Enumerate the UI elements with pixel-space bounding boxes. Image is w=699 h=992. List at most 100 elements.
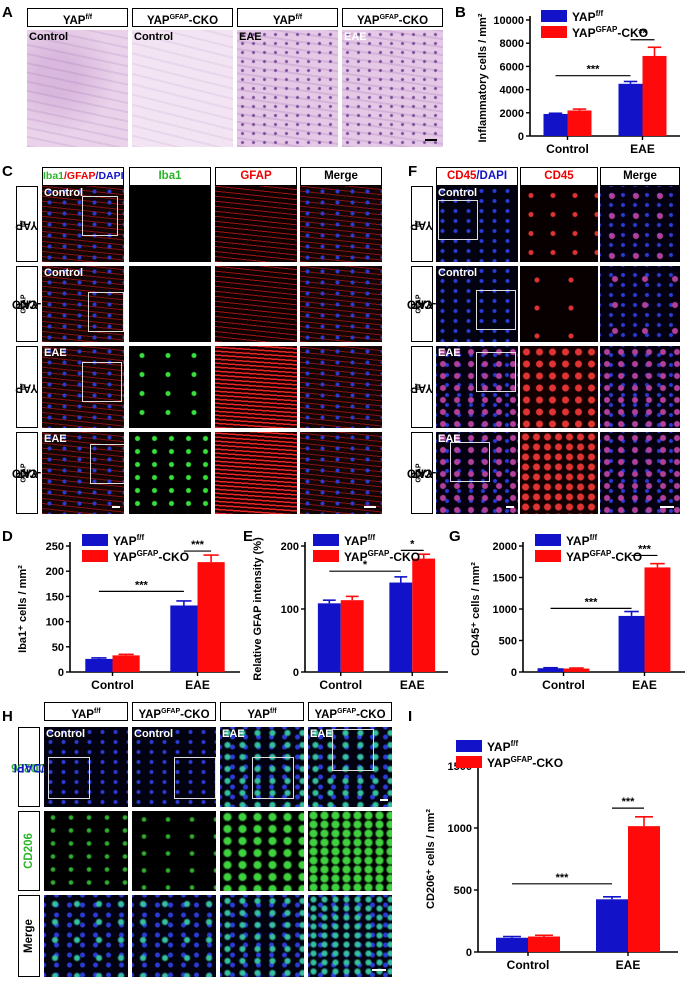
h-overview-cko-control: Control (132, 727, 216, 807)
chart-b-y-tick-label: 8000 (500, 38, 524, 50)
chart-e-legend-swatch (313, 534, 339, 546)
chart-d-y-tick-label: 0 (58, 667, 64, 679)
roi-box (82, 196, 118, 236)
chart-e-significance-label: * (363, 559, 368, 571)
f-cd45-cko-control (520, 266, 598, 342)
chart-g-y-tick-label: 0 (511, 667, 517, 679)
chart-i-x-tick-label: EAE (616, 958, 641, 972)
chart-i-y-tick-label: 1000 (448, 823, 472, 835)
h-cd206-ff-eae (220, 811, 304, 891)
chart-d-significance-label: *** (191, 539, 205, 551)
chart-e-bar (412, 558, 436, 672)
panel-c-header-iba1: Iba1 (129, 167, 211, 186)
chart-b-y-label: Inflammatory cells / mm² (477, 13, 489, 142)
f-cd45-ff-control (520, 186, 598, 262)
chart-d-y-tick-label: 100 (46, 617, 64, 629)
chart-d-legend-swatch (82, 550, 108, 562)
panel-label-a: A (2, 4, 13, 21)
c-gfap-ff-control (215, 186, 297, 262)
panel-c-header-gfap: GFAP (215, 167, 297, 186)
chart-b-y-tick-label: 2000 (500, 108, 524, 120)
chart-g: 0 500 1000 1500 2000 CD45⁺ cells / mm² Control… (470, 533, 685, 692)
chart-i-legend-swatch (456, 756, 482, 768)
f-merge-overview-ff-control: Control (436, 186, 518, 262)
c-iba1-cko-control (129, 266, 211, 342)
chart-e: 0 100 200 Relative GFAP intensity (%) Contro… (252, 533, 448, 692)
chart-b-bar (543, 113, 568, 136)
f-merge-ff-control (600, 186, 680, 262)
chart-i-bar (628, 826, 660, 952)
panel-c-row-label-1: YAP f/f (16, 186, 38, 262)
panel-c-header-merge: Merge (300, 167, 382, 186)
chart-i: 050010001500CD206⁺ cells / mm²ControlEAE… (425, 739, 678, 972)
chart-d-y-tick-label: 150 (46, 591, 64, 603)
chart-i-significance-label: *** (622, 796, 636, 808)
panel-h-header-4: YAPGFAP-CKO (308, 702, 392, 721)
f-merge-ff-eae (600, 346, 680, 428)
h-merge-cko-eae (308, 895, 392, 977)
chart-b: 0 2000 4000 6000 8000 10000 Inflammatory cells… (477, 9, 680, 156)
panel-h-header-1: YAPf/f (44, 702, 128, 721)
chart-b-bar (618, 83, 643, 136)
chart-b-y-tick-label: 4000 (500, 85, 524, 97)
h-merge-cko-control (132, 895, 216, 977)
panel-c-row-label-3: YAP f/f (16, 346, 38, 428)
f-merge-overview-cko-eae: EAE (436, 432, 518, 514)
h-overview-cko-eae: EAE (308, 727, 392, 807)
chart-i-bar (496, 937, 528, 952)
f-merge-overview-cko-control: Control (436, 266, 518, 342)
he-image-ff-eae: EAE (237, 30, 338, 147)
chart-i-legend-label: YAPf/f (487, 739, 518, 754)
chart-i-significance-label: *** (556, 872, 570, 884)
scale-bar (380, 799, 388, 801)
c-merge-overview-ff-eae: EAE (42, 346, 124, 428)
panel-c-row-label-4: YAP GFAP -CKO (12, 432, 42, 514)
chart-g-bar (618, 615, 645, 672)
chart-g-significance-label: *** (585, 596, 599, 608)
chart-e-legend-swatch (313, 550, 339, 562)
chart-i-y-tick-label: 0 (466, 947, 472, 959)
he-image-cko-eae: EAE (342, 30, 443, 147)
roi-box (88, 292, 124, 332)
chart-g-bar (537, 668, 564, 672)
panel-label-d: D (2, 528, 13, 545)
chart-g-x-tick-label: Control (542, 678, 585, 692)
f-cd45-cko-eae (520, 432, 598, 514)
chart-d-x-tick-label: Control (91, 678, 134, 692)
chart-d-y-tick-label: 250 (46, 541, 64, 553)
chart-g-significance-label: *** (638, 543, 652, 555)
chart-d-significance-label: *** (135, 579, 149, 591)
c-gfap-cko-control (215, 266, 297, 342)
he-image-cko-control: Control (132, 30, 233, 147)
f-merge-cko-control (600, 266, 680, 342)
chart-i-y-label: CD206⁺ cells / mm² (425, 809, 437, 909)
scale-bar (506, 506, 514, 508)
chart-i-x-tick-label: Control (507, 958, 550, 972)
c-merge-cko-control (300, 266, 382, 342)
chart-g-y-tick-label: 2000 (493, 541, 517, 553)
chart-d-bar (170, 605, 198, 672)
chart-d-y-tick-label: 50 (52, 642, 64, 654)
chart-i-bar (528, 936, 560, 952)
chart-b-legend-swatch (541, 10, 567, 22)
h-cd206-cko-eae (308, 811, 392, 891)
h-merge-ff-eae (220, 895, 304, 977)
chart-i-bar (596, 899, 628, 952)
panel-c-row-label-2: YAP GFAP -CKO (12, 266, 42, 342)
chart-b-x-tick-label: Control (546, 142, 589, 156)
chart-d-legend-label: YAPGFAP-CKO (113, 549, 189, 564)
chart-e-x-tick-label: EAE (400, 678, 425, 692)
chart-b-legend-label: YAPGFAP-CKO (572, 25, 648, 40)
chart-b-bar (642, 55, 667, 136)
chart-b-y-tick-label: 0 (518, 131, 524, 143)
chart-e-y-tick-label: 100 (281, 604, 299, 616)
panel-h-row-title-1: CD206/DAPI (11, 727, 47, 807)
panel-a-header-1: YAPf/f (27, 8, 128, 27)
roi-box (476, 352, 516, 392)
chart-d: 0 50 100 150 200 250 Iba1⁺ cells / mm² Control E… (17, 533, 240, 692)
panel-label-i: I (408, 708, 413, 725)
chart-g-legend-swatch (535, 534, 561, 546)
c-merge-ff-control (300, 186, 382, 262)
chart-g-bar (644, 567, 671, 672)
chart-g-legend-label: YAPGFAP-CKO (566, 549, 642, 564)
